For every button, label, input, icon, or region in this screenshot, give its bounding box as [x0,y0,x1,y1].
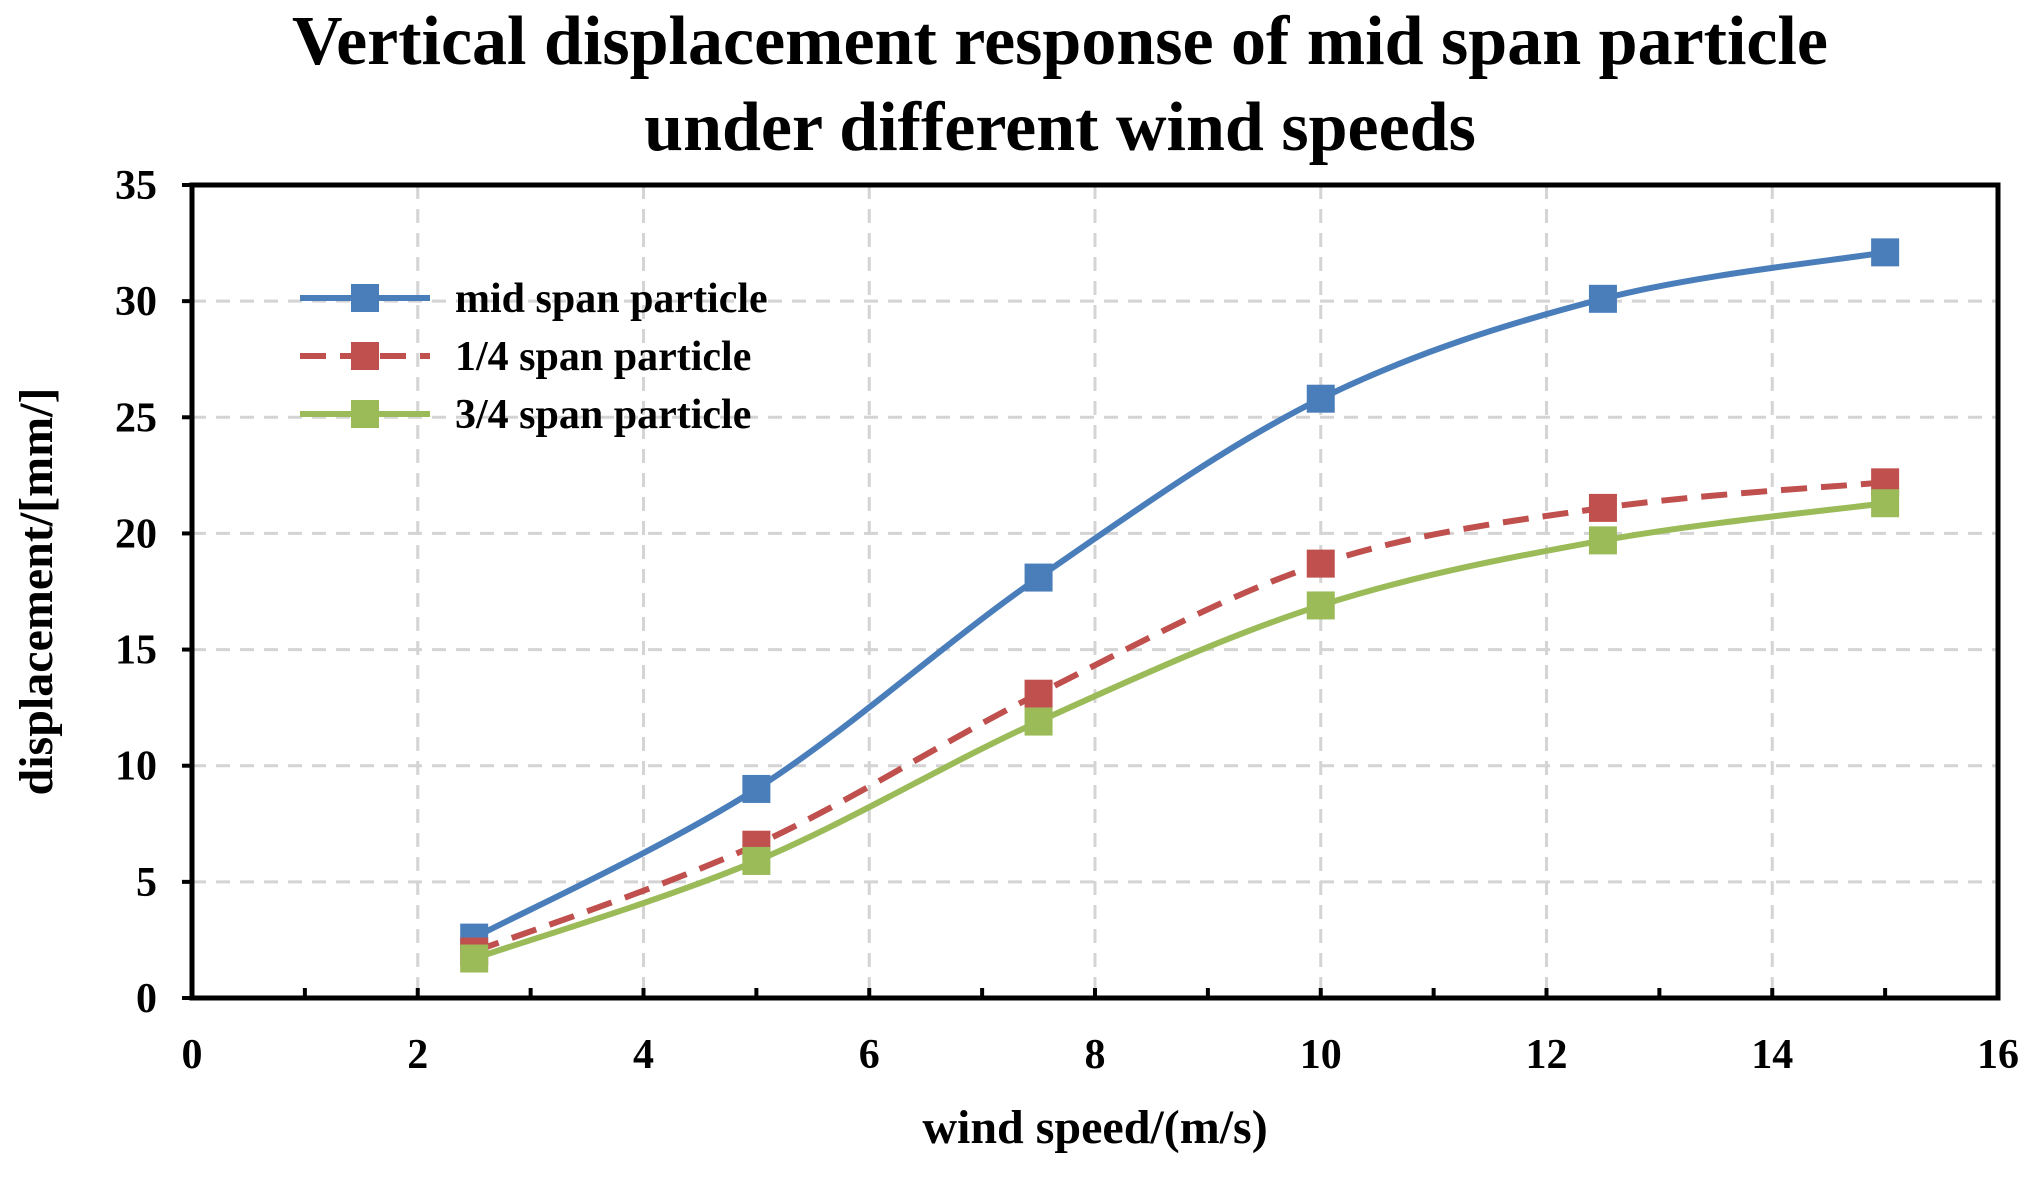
data-point-marker [1024,679,1053,708]
chart-title: Vertical displacement response of mid sp… [292,3,1828,166]
y-tick-label: 20 [115,511,157,557]
grid-lines [192,185,1998,998]
x-tick-label: 16 [1977,1032,2019,1078]
legend-label: 1/4 span particle [455,334,751,380]
series-line [473,500,1886,962]
chart-title-line-2: under different wind speeds [644,89,1476,166]
x-axis-label: wind speed/(m/s) [922,1101,1267,1154]
data-series [460,238,1900,973]
series-1 [460,238,1900,952]
data-point-marker [1024,563,1053,592]
legend: mid span particle 1/4 span particle 3/4 sp… [300,276,768,438]
series-3 [460,489,1900,973]
data-point-marker [1871,489,1900,518]
legend-label: mid span particle [455,276,768,322]
data-point-marker [1871,238,1900,267]
legend-item: 3/4 span particle [300,392,751,438]
chart-title-line-1: Vertical displacement response of mid sp… [292,3,1828,80]
x-tick-label: 4 [633,1032,654,1078]
x-tick-label: 10 [1300,1032,1342,1078]
x-tick-label: 14 [1751,1032,1793,1078]
legend-marker [351,400,379,428]
legend-label: 3/4 span particle [455,392,751,438]
x-tick-label: 2 [407,1032,428,1078]
y-tick-label: 15 [115,628,157,674]
y-tick-label: 0 [136,976,157,1022]
legend-marker [351,342,379,370]
data-point-marker [1588,493,1617,522]
data-point-marker [1306,549,1335,578]
data-point-marker [1306,591,1335,620]
legend-item: 1/4 span particle [300,334,751,380]
x-tick-label: 6 [859,1032,880,1078]
legend-item: mid span particle [300,276,768,322]
y-tick-label: 30 [115,279,157,325]
data-point-marker [1588,526,1617,555]
data-point-marker [460,944,489,973]
y-tick-label: 5 [136,860,157,906]
y-axis-label: displacement/[mm/] [10,388,63,796]
x-tick-label: 0 [182,1032,203,1078]
series-2 [460,468,1900,966]
series-line [472,249,1886,941]
x-tick-label: 8 [1085,1032,1106,1078]
data-point-marker [1306,384,1335,413]
series-line [473,479,1886,955]
data-point-marker [742,846,771,875]
y-tick-label: 25 [115,395,157,441]
axis-ticks [182,183,2000,1000]
y-tick-label: 10 [115,744,157,790]
y-tick-label: 35 [115,163,157,209]
data-point-marker [1024,707,1053,736]
data-point-marker [1588,284,1617,313]
legend-marker [351,284,379,312]
tick-labels: 0 2 4 6 8 10 12 14 16 0 5 10 15 20 25 30 35 [115,163,2019,1078]
data-point-marker [742,774,771,803]
x-tick-label: 12 [1526,1032,1568,1078]
